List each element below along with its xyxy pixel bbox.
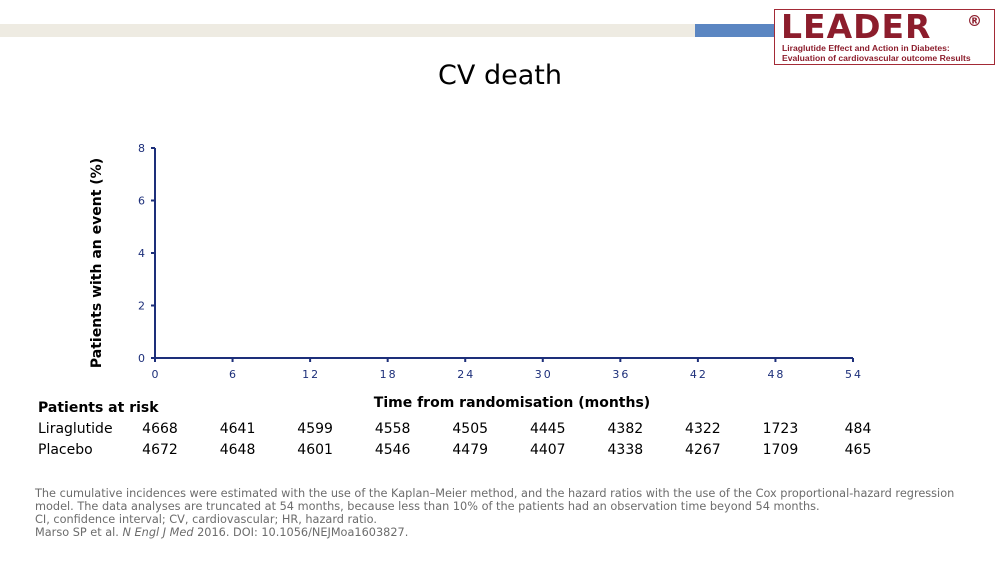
risk-table-heading: Patients at risk (38, 400, 159, 416)
reference-journal: N Engl J Med (122, 526, 194, 539)
risk-value: 4546 (374, 442, 411, 458)
slide-title: CV death (438, 60, 562, 91)
risk-value: 1709 (762, 442, 799, 458)
logo-subtitle: Liraglutide Effect and Action in Diabete… (782, 43, 994, 63)
x-tick-label: 18 (380, 368, 398, 381)
y-tick-label: 8 (138, 142, 147, 155)
risk-value: 4338 (607, 442, 644, 458)
risk-value: 4558 (374, 421, 411, 437)
risk-value: 4668 (142, 421, 178, 437)
risk-row-label: Liraglutide (38, 421, 113, 437)
risk-value: 4641 (219, 421, 256, 437)
risk-row-label: Placebo (38, 442, 93, 458)
risk-value: 4407 (529, 442, 566, 458)
top-accent-bar (695, 24, 775, 37)
leader-logo: LEADER ® Liraglutide Effect and Action i… (774, 7, 995, 65)
risk-value: 4267 (685, 442, 721, 458)
risk-value: 4382 (607, 421, 644, 437)
risk-value: 1723 (762, 421, 799, 437)
risk-value: 4505 (452, 421, 489, 437)
logo-subtitle-line1: Liraglutide Effect and Action in Diabete… (782, 43, 950, 53)
x-tick-label: 48 (767, 368, 785, 381)
x-tick-label: 6 (229, 368, 238, 381)
x-tick-label: 24 (457, 368, 475, 381)
footnote-truncation: model. The data analyses are truncated a… (35, 500, 820, 513)
risk-value: 4648 (219, 442, 256, 458)
y-tick-label: 0 (138, 352, 147, 365)
logo-subtitle-line2: Evaluation of cardiovascular outcome Res… (782, 53, 971, 63)
x-axis-label: Time from randomisation (months) (374, 395, 650, 411)
registered-mark: ® (967, 12, 982, 30)
reference-authors: Marso SP et al. (35, 526, 123, 539)
x-tick-label: 0 (152, 368, 161, 381)
y-tick-label: 2 (138, 300, 147, 313)
x-tick-label: 54 (845, 368, 863, 381)
risk-value: 4672 (142, 442, 178, 458)
footnotes: The cumulative incidences were estimated… (35, 487, 975, 539)
logo-wordmark: LEADER (781, 7, 932, 46)
risk-value: 4599 (297, 421, 333, 437)
risk-value: 4445 (529, 421, 566, 437)
top-decorative-band (0, 24, 695, 37)
y-tick-label: 6 (138, 195, 147, 208)
y-tick-label: 4 (138, 247, 147, 260)
x-tick-label: 30 (535, 368, 553, 381)
y-axis-label: Patients with an event (%) (89, 158, 105, 368)
footnote-abbreviations: CI, confidence interval; CV, cardiovascu… (35, 513, 377, 526)
risk-value: 4479 (452, 442, 489, 458)
footnote-reference: Marso SP et al. N Engl J Med 2016. DOI: … (35, 526, 975, 539)
risk-value: 4322 (685, 421, 721, 437)
risk-value: 465 (844, 442, 872, 458)
risk-value: 484 (844, 421, 872, 437)
x-tick-label: 36 (612, 368, 630, 381)
reference-details: 2016. DOI: 10.1056/NEJMoa1603827. (193, 526, 409, 539)
x-tick-label: 12 (302, 368, 320, 381)
footnote-method: The cumulative incidences were estimated… (35, 487, 955, 500)
risk-value: 4601 (297, 442, 333, 458)
x-tick-label: 42 (690, 368, 708, 381)
